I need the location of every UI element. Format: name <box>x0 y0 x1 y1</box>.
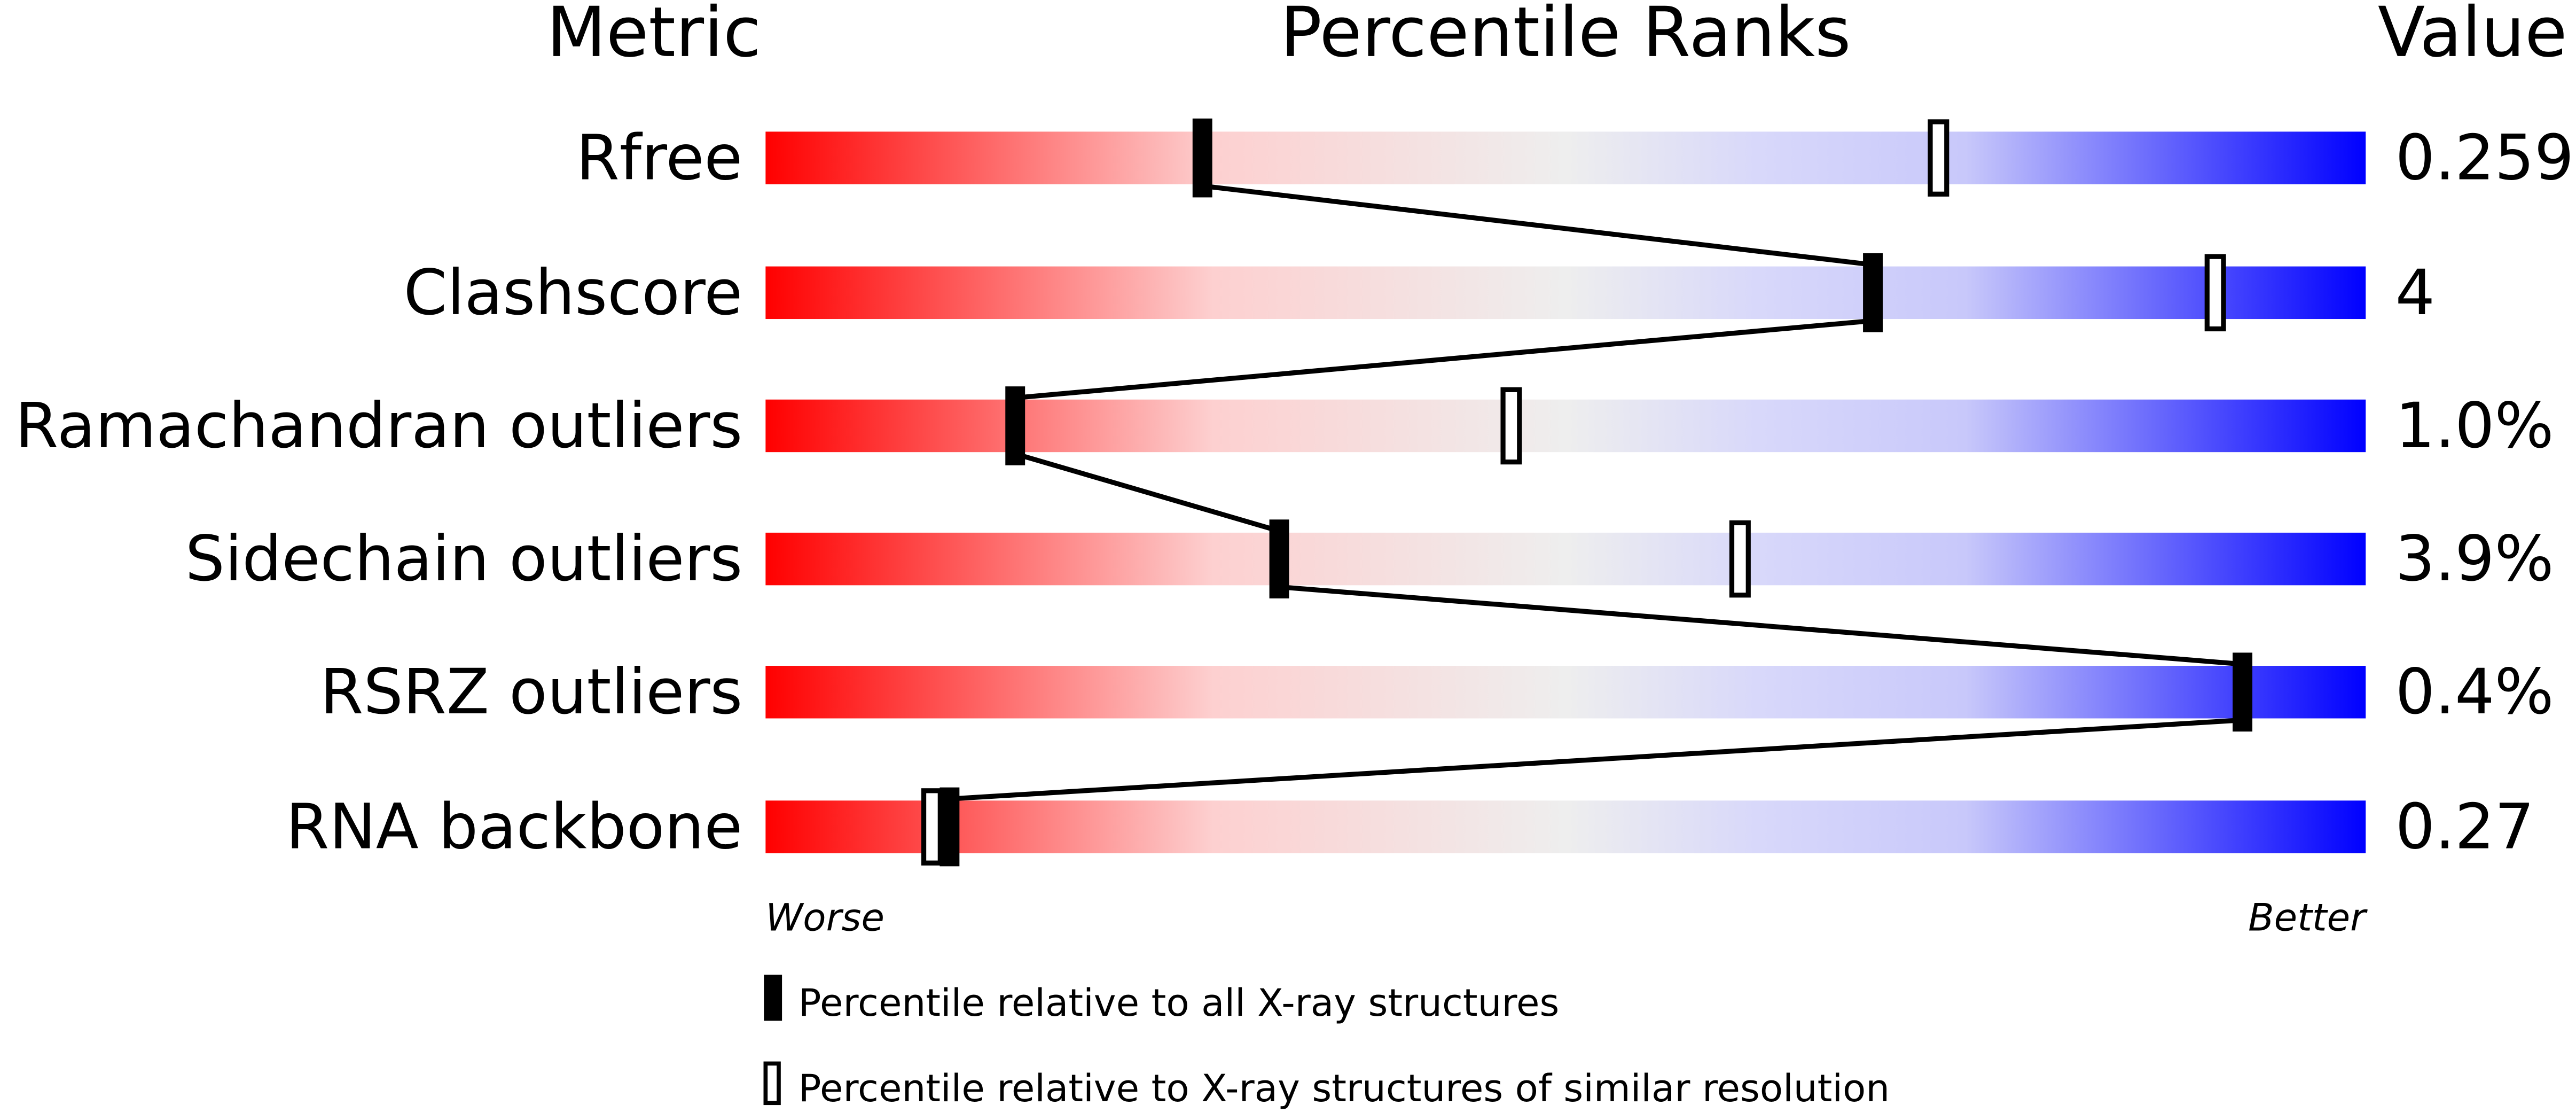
metric-label: RSRZ outliers <box>320 656 742 728</box>
metric-label: RNA backbone <box>286 790 742 863</box>
connector-line <box>1202 183 1874 268</box>
metric-value: 0.27 <box>2395 790 2534 863</box>
all-structures-marker <box>1863 253 1883 332</box>
similar-resolution-marker <box>2204 254 2226 332</box>
metric-label: Sidechain outliers <box>185 523 743 595</box>
similar-resolution-marker <box>1729 520 1751 598</box>
metric-value: 3.9% <box>2395 523 2554 595</box>
connector-line <box>1015 318 1873 401</box>
percentile-bar <box>765 399 2366 453</box>
legend-filled-label: Percentile relative to all X-ray structu… <box>798 980 1559 1025</box>
percentile-bar <box>765 666 2366 719</box>
metric-label: Clashscore <box>404 256 743 329</box>
all-structures-marker <box>1005 386 1025 465</box>
all-structures-marker <box>2233 652 2253 732</box>
header-percentile: Percentile Ranks <box>1280 0 1851 73</box>
metric-value: 0.4% <box>2395 656 2554 728</box>
connector-line <box>1014 451 1280 534</box>
all-structures-marker <box>939 787 960 867</box>
better-label: Better <box>2248 895 2368 939</box>
worse-label: Worse <box>765 895 884 939</box>
header-metric: Metric <box>546 0 761 73</box>
legend-filled-marker-icon <box>764 975 782 1021</box>
similar-resolution-marker <box>1500 387 1522 465</box>
connector-line <box>949 717 2243 801</box>
metric-value: 0.259 <box>2395 122 2574 194</box>
percentile-bar <box>765 532 2366 586</box>
all-structures-marker <box>1192 118 1212 198</box>
legend-open-label: Percentile relative to X-ray structures … <box>798 1066 1890 1110</box>
metric-value: 4 <box>2395 256 2435 329</box>
header-value: Value <box>2378 0 2567 73</box>
percentile-bar <box>765 266 2366 320</box>
legend-open-marker-icon <box>763 1061 781 1106</box>
metric-label: Ramachandran outliers <box>15 390 742 462</box>
metric-value: 1.0% <box>2395 390 2554 462</box>
percentile-bar <box>765 131 2366 184</box>
similar-resolution-marker <box>921 788 943 866</box>
metric-label: Rfree <box>576 122 743 194</box>
all-structures-marker <box>1269 519 1289 598</box>
percentile-bar <box>765 800 2366 853</box>
connector-line <box>1279 584 2243 667</box>
similar-resolution-marker <box>1928 119 1949 197</box>
